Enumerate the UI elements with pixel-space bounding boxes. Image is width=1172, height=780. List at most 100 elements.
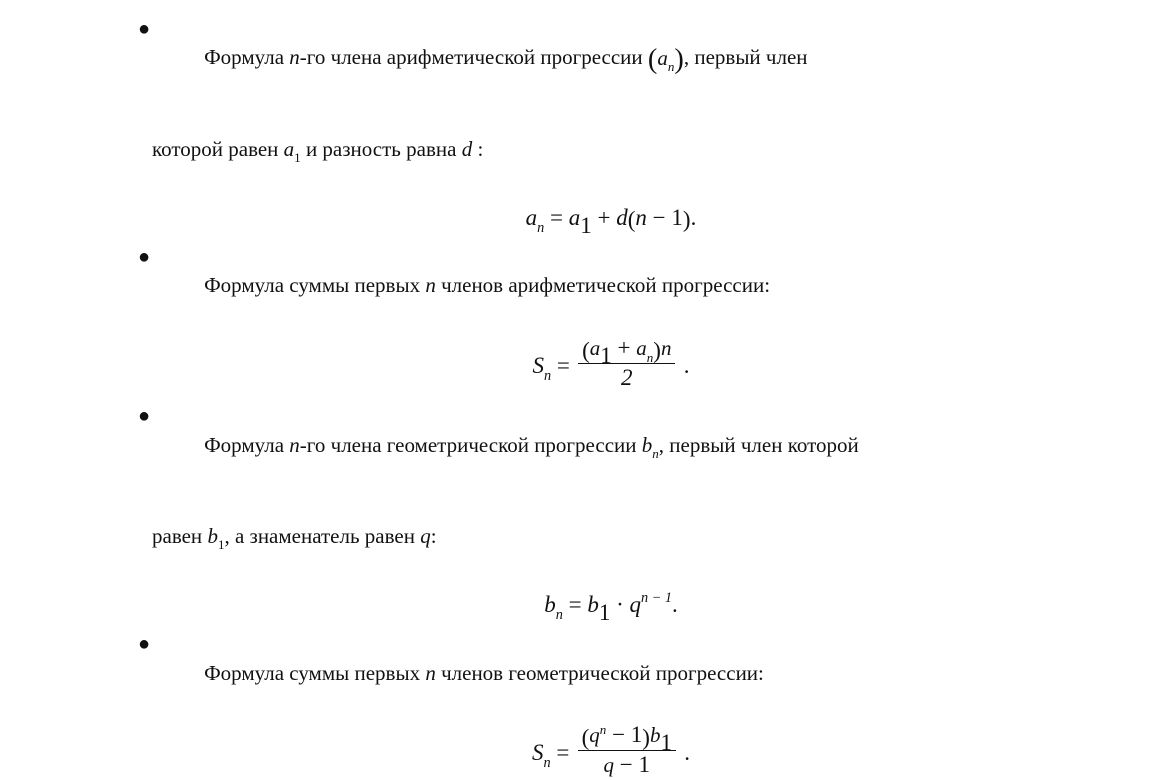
formula-arith-term: an = a1 + d(n − 1).	[110, 201, 1112, 234]
cont-text: которой равен a1 и разность равна d :	[110, 137, 483, 191]
n: n	[635, 205, 647, 230]
t: Формула суммы первых	[204, 661, 425, 685]
sub-1: 1	[218, 537, 225, 552]
q: q	[630, 592, 642, 617]
po: (	[582, 338, 590, 363]
po: (	[582, 725, 590, 750]
b: b	[544, 592, 556, 617]
period: .	[684, 736, 690, 769]
bullet-icon: ●	[138, 634, 150, 654]
sub: n	[556, 607, 563, 623]
page-content: ● Формула n-го члена арифметической прог…	[0, 0, 1172, 780]
var-n: n	[425, 661, 436, 685]
one: 1	[631, 722, 643, 747]
bs: 1	[660, 730, 672, 755]
eq: =	[551, 740, 570, 765]
minus: −	[606, 722, 630, 747]
numerator: (qn − 1)b1	[578, 722, 676, 750]
one: 1	[639, 752, 651, 777]
bullet-line: ● Формула суммы первых n членов геометри…	[110, 627, 1112, 718]
b1: b	[587, 592, 599, 617]
s: 1	[599, 600, 611, 625]
lhs: Sn =	[532, 736, 569, 769]
formula-geom-term: bn = b1 · qn − 1.	[110, 588, 1112, 621]
var-n: n	[425, 273, 436, 297]
var-b: b	[642, 433, 653, 457]
denominator: 2	[578, 364, 675, 391]
formula-expr: an = a1 + d(n − 1).	[526, 205, 697, 230]
numerator: (a1 + an)n	[578, 335, 675, 363]
t: и разность равна	[301, 137, 462, 161]
var-a1: a	[284, 137, 295, 161]
t: Формула	[204, 45, 289, 69]
bullet-text: Формула n-го члена геометрической прогре…	[162, 399, 859, 490]
pc: )	[642, 725, 650, 750]
bullet-line: ● Формула n-го члена геометрической прог…	[110, 399, 1112, 490]
var-q: q	[420, 524, 431, 548]
q: q	[604, 753, 615, 777]
cdot: ·	[610, 592, 629, 617]
cont-text: равен b1, а знаменатель равен q:	[110, 524, 437, 578]
t: Формула суммы первых	[204, 273, 425, 297]
bullet-block-geom-sum: ● Формула суммы первых n членов геометри…	[110, 627, 1112, 780]
a1-sub: 1	[580, 213, 592, 238]
var-n: n	[289, 433, 300, 457]
t: -го члена арифметической прогрессии	[300, 45, 648, 69]
pc: )	[653, 338, 661, 363]
var-b1: b	[207, 524, 218, 548]
bullet-block-arith-term: ● Формула n-го члена арифметической прог…	[110, 12, 1112, 234]
fraction: (qn − 1)b1 q − 1	[578, 722, 676, 778]
S: S	[533, 353, 545, 378]
lhs-a: a	[526, 205, 538, 230]
continuation-line: которой равен a1 и разность равна d :	[110, 103, 1112, 194]
bullet-icon: ●	[138, 406, 150, 426]
bullet-text: Формула суммы первых n членов геометриче…	[162, 627, 764, 718]
a1-a: a	[569, 205, 581, 230]
t: -го члена геометрической прогрессии	[300, 433, 642, 457]
lhs-sub: n	[537, 220, 544, 236]
eq: =	[544, 205, 568, 230]
bullet-line: ● Формула суммы первых n членов арифмети…	[110, 240, 1112, 331]
colon: :	[431, 524, 437, 548]
period: .	[672, 592, 678, 617]
minus: −	[614, 752, 638, 777]
t: равен	[152, 524, 207, 548]
period: .	[691, 205, 697, 230]
formula-expr: bn = b1 · qn − 1.	[544, 592, 678, 617]
formula-arith-sum: Sn = (a1 + an)n 2 .	[110, 337, 1112, 393]
t: членов арифметической прогрессии:	[436, 273, 770, 297]
t: , первый член	[684, 45, 808, 69]
fraction: (a1 + an)n 2	[578, 335, 675, 391]
po: (	[628, 207, 636, 232]
var-a: a	[657, 46, 668, 70]
t: Формула	[204, 433, 289, 457]
bullet-line: ● Формула n-го члена арифметической прог…	[110, 12, 1112, 103]
colon: :	[477, 137, 483, 161]
bullet-text: Формула n-го члена арифметической прогре…	[162, 12, 807, 103]
paren-open: (	[648, 44, 657, 75]
bullet-icon: ●	[138, 247, 150, 267]
d: d	[616, 205, 628, 230]
eq: =	[563, 592, 587, 617]
sub-n: n	[544, 368, 551, 384]
exp: n	[600, 722, 607, 737]
sub-1: 1	[294, 150, 301, 165]
t: , а знаменатель равен	[224, 524, 420, 548]
var-n: n	[289, 45, 300, 69]
t: которой равен	[152, 137, 284, 161]
one: 1	[671, 205, 683, 230]
plus: +	[592, 205, 616, 230]
S: S	[532, 740, 544, 765]
eq: =	[551, 353, 570, 378]
sub-n: n	[544, 755, 551, 771]
b: b	[650, 723, 661, 747]
paren-close: )	[674, 44, 683, 75]
sub-n: n	[652, 446, 659, 461]
continuation-line: равен b1, а знаменатель равен q:	[110, 490, 1112, 581]
s: 1	[600, 343, 612, 368]
lhs: Sn =	[533, 349, 570, 382]
pc: )	[683, 207, 691, 232]
bullet-text: Формула суммы первых n членов арифметиче…	[162, 240, 770, 331]
period: .	[684, 349, 690, 382]
minus: −	[647, 205, 671, 230]
